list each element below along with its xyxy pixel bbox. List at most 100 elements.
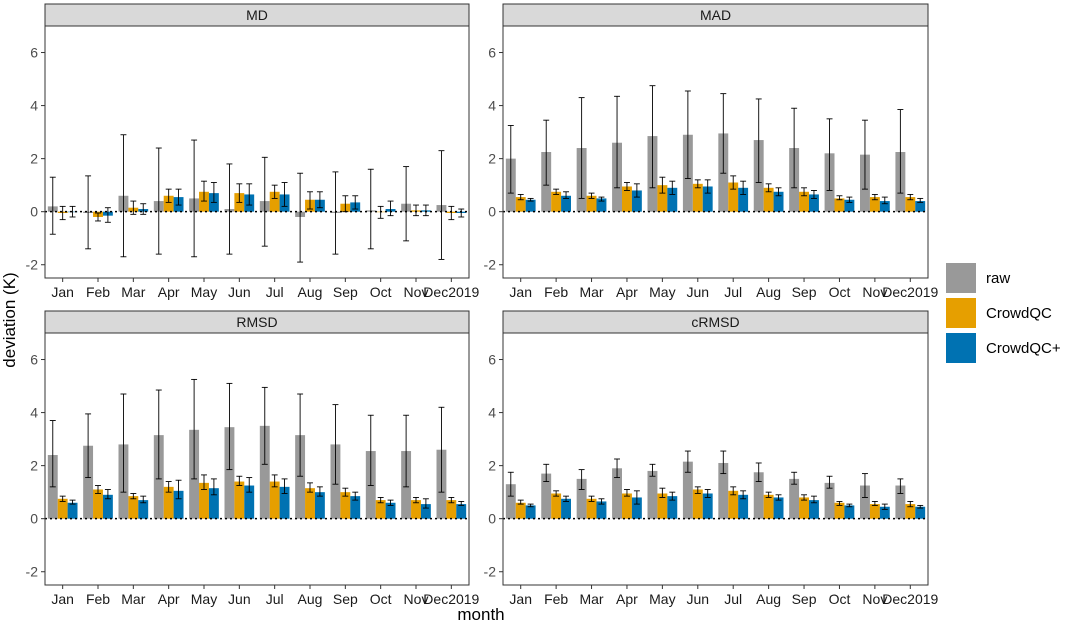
x-tick-label: Aug <box>298 284 323 300</box>
x-tick-label: Apr <box>616 284 638 300</box>
bar-raw-aug <box>753 472 764 519</box>
bar-crowdqc-apr <box>622 493 632 519</box>
legend: raw CrowdQC CrowdQC+ <box>946 263 1061 363</box>
bar-crowdqcplus-feb <box>561 498 571 519</box>
x-tick-label: Oct <box>829 284 851 300</box>
bar-crowdqc-jun <box>692 183 703 212</box>
x-tick-label: Mar <box>579 591 603 607</box>
x-tick-label: Jun <box>687 284 710 300</box>
legend-label: CrowdQC+ <box>986 340 1061 357</box>
y-tick-label: 2 <box>30 151 38 167</box>
bar-crowdqcplus-jun <box>702 493 713 519</box>
bar-crowdqcplus-feb <box>102 494 113 519</box>
bar-raw-feb <box>541 473 552 519</box>
x-tick-label: Oct <box>370 591 392 607</box>
bar-raw-oct <box>824 482 835 519</box>
bar-crowdqc-mar <box>586 195 597 212</box>
bar-crowdqcplus-dec2019 <box>915 506 926 519</box>
panel-border <box>44 25 470 279</box>
bar-crowdqc-jan <box>515 502 526 519</box>
panel-mad: MAD -2 0 2 4 6 Jan Feb Mar Apr May Jun Jul Aug Sep Oct N… <box>484 3 939 300</box>
bar-crowdqcplus-jan <box>67 502 78 519</box>
panel-title: MD <box>246 7 268 23</box>
bar-crowdqc-sep <box>799 497 809 519</box>
bar-raw-feb <box>83 445 94 519</box>
x-tick-label: Mar <box>121 591 145 607</box>
bar-raw-aug <box>295 435 306 519</box>
bar-crowdqcplus-dec2019 <box>915 201 926 212</box>
bar-raw-nov <box>860 485 870 519</box>
panel-border <box>502 25 929 279</box>
bar-crowdqcplus-feb <box>561 195 571 212</box>
bar-crowdqcplus-jun <box>702 186 713 212</box>
bar-crowdqcplus-jun <box>244 485 255 519</box>
legend-label: raw <box>986 270 1010 287</box>
x-tick-label: Apr <box>616 591 638 607</box>
y-tick-label: 6 <box>30 352 38 368</box>
y-tick-label: 4 <box>30 98 38 114</box>
panel-title: cRMSD <box>691 314 739 330</box>
x-tick-label: May <box>649 591 675 607</box>
bar-crowdqc-jul <box>728 182 739 212</box>
y-tick-label: 6 <box>488 45 496 61</box>
x-tick-label: Feb <box>86 591 110 607</box>
y-tick-label: 2 <box>488 458 496 474</box>
x-tick-label: Mar <box>579 284 603 300</box>
bar-crowdqcplus-apr <box>173 490 184 519</box>
x-tick-label: Aug <box>298 591 323 607</box>
bar-crowdqc-nov <box>869 197 880 212</box>
bar-raw-jun <box>682 461 693 519</box>
x-tick-label: Sep <box>333 591 358 607</box>
x-tick-label: Nov <box>862 591 887 607</box>
panel-rmsd: RMSD -2 0 2 4 6 Jan Feb Mar Apr May Jun Jul Aug Sep Oct… <box>26 310 480 607</box>
bar-crowdqcplus-oct <box>844 199 855 212</box>
x-tick-label: Sep <box>333 284 358 300</box>
x-tick-label: Feb <box>544 591 568 607</box>
x-tick-label: Nov <box>404 591 429 607</box>
bar-crowdqc-mar <box>586 498 597 519</box>
bar-crowdqcplus-mar <box>596 501 607 519</box>
bar-crowdqcplus-may <box>667 187 678 212</box>
x-tick-label: May <box>649 284 675 300</box>
x-tick-label: Jun <box>228 591 251 607</box>
y-tick-label: 2 <box>488 151 496 167</box>
bar-crowdqcplus-apr <box>631 190 642 212</box>
y-tick-label: 0 <box>488 511 496 527</box>
y-tick-label: -2 <box>26 257 39 273</box>
bar-crowdqc-sep <box>799 191 809 212</box>
bar-crowdqc-may <box>199 482 209 519</box>
y-tick-label: 4 <box>30 405 38 421</box>
legend-label: CrowdQC <box>986 305 1052 322</box>
bar-crowdqc-jul <box>728 490 739 519</box>
panel-background <box>45 333 469 585</box>
bar-crowdqc-may <box>657 493 668 519</box>
y-tick-label: 0 <box>30 511 38 527</box>
bar-crowdqc-jun <box>692 489 703 519</box>
x-tick-label: Apr <box>158 284 180 300</box>
bar-crowdqcplus-jan <box>525 505 536 519</box>
bar-crowdqcplus-sep <box>350 496 361 519</box>
bar-crowdqc-dec2019 <box>446 500 457 519</box>
bar-raw-jul <box>718 462 729 519</box>
bar-crowdqcplus-apr <box>631 497 642 519</box>
bar-crowdqcplus-jul <box>738 494 749 519</box>
bar-raw-apr <box>612 468 622 519</box>
panel-background <box>503 26 928 278</box>
bar-crowdqc-aug <box>763 494 774 519</box>
bar-crowdqc-nov <box>411 500 421 519</box>
bar-raw-sep <box>789 478 800 519</box>
bar-crowdqcplus-jul <box>279 486 290 519</box>
bar-crowdqcplus-aug <box>773 191 784 212</box>
panel-crmsd: cRMSD -2 0 2 4 6 Jan Feb Mar Apr May Jun Jul Aug Sep Oc… <box>484 310 939 607</box>
bar-crowdqcplus-may <box>208 488 219 519</box>
y-tick-label: -2 <box>484 564 497 580</box>
panel-title: MAD <box>700 7 731 23</box>
x-tick-label: Feb <box>544 284 568 300</box>
bar-crowdqcplus-oct <box>844 505 855 519</box>
bar-crowdqcplus-mar <box>138 500 149 519</box>
legend-swatch-raw <box>946 263 976 293</box>
x-tick-label: Jan <box>509 284 532 300</box>
bar-crowdqc-apr <box>163 195 174 212</box>
y-axis-label: deviation (K) <box>0 272 19 367</box>
